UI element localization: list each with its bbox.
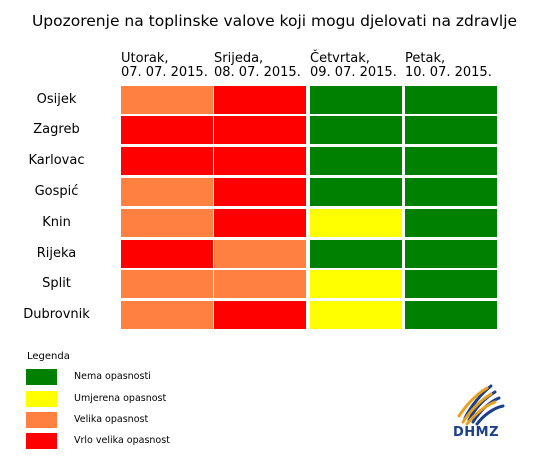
warning-cell bbox=[405, 209, 497, 237]
column-header: Petak, 10. 07. 2015. bbox=[405, 52, 499, 80]
city-label: Knin bbox=[42, 215, 71, 230]
warning-cell bbox=[214, 147, 306, 175]
city-label: Rijeka bbox=[36, 246, 77, 261]
city-label: Dubrovnik bbox=[23, 307, 90, 322]
legend-title: Legenda bbox=[27, 351, 70, 362]
warning-cell bbox=[214, 270, 306, 298]
warning-cell bbox=[121, 116, 213, 144]
warning-cell bbox=[310, 178, 402, 206]
warning-cell bbox=[310, 147, 402, 175]
column-day: Četvrtak, bbox=[310, 51, 370, 66]
warning-cell bbox=[405, 86, 497, 114]
city-label: Zagreb bbox=[33, 122, 80, 137]
warning-cell bbox=[214, 86, 306, 114]
column-day: Utorak, bbox=[121, 51, 169, 66]
warning-cell bbox=[214, 178, 306, 206]
legend-label: Velika opasnost bbox=[74, 414, 149, 425]
warning-cell bbox=[121, 270, 213, 298]
warning-cell bbox=[310, 86, 402, 114]
warning-cell bbox=[121, 209, 213, 237]
warning-cell bbox=[121, 86, 213, 114]
warning-cell bbox=[310, 301, 402, 329]
warning-cell bbox=[214, 209, 306, 237]
column-date: 07. 07. 2015. bbox=[121, 65, 208, 80]
city-label: Karlovac bbox=[28, 153, 85, 168]
column-header: Četvrtak, 09. 07. 2015. bbox=[310, 52, 404, 80]
page-title: Upozorenje na toplinske valove koji mogu… bbox=[31, 12, 518, 30]
column-header: Utorak, 07. 07. 2015. bbox=[121, 52, 215, 80]
warning-cell bbox=[405, 270, 497, 298]
city-label: Gospić bbox=[34, 184, 79, 199]
column-date: 10. 07. 2015. bbox=[405, 65, 492, 80]
legend-label: Nema opasnosti bbox=[74, 371, 151, 382]
column-day: Petak, bbox=[405, 51, 446, 66]
legend-label: Vrlo velika opasnost bbox=[74, 435, 170, 446]
warning-cell bbox=[405, 147, 497, 175]
warning-cell bbox=[405, 301, 497, 329]
column-date: 08. 07. 2015. bbox=[214, 65, 301, 80]
warning-cell bbox=[310, 240, 402, 268]
column-date: 09. 07. 2015. bbox=[310, 65, 397, 80]
warning-cell bbox=[405, 240, 497, 268]
legend-swatch bbox=[26, 433, 57, 449]
warning-cell bbox=[310, 116, 402, 144]
legend-swatch bbox=[26, 369, 57, 385]
warning-cell bbox=[310, 270, 402, 298]
city-label: Split bbox=[42, 276, 71, 291]
warning-cell bbox=[214, 301, 306, 329]
warning-cell bbox=[121, 301, 213, 329]
warning-cell bbox=[405, 178, 497, 206]
column-header: Srijeda, 08. 07. 2015. bbox=[214, 52, 308, 80]
warning-cell bbox=[310, 209, 402, 237]
legend-swatch bbox=[26, 391, 57, 407]
city-label: Osijek bbox=[36, 92, 77, 107]
dhmz-logo-icon bbox=[457, 384, 505, 426]
legend-swatch bbox=[26, 412, 57, 428]
dhmz-logo-text: DHMZ bbox=[453, 425, 500, 440]
warning-cell bbox=[121, 178, 213, 206]
warning-cell bbox=[405, 116, 497, 144]
legend-label: Umjerena opasnost bbox=[74, 393, 167, 404]
column-day: Srijeda, bbox=[214, 51, 264, 66]
warning-cell bbox=[214, 240, 306, 268]
warning-cell bbox=[121, 240, 213, 268]
warning-cell bbox=[121, 147, 213, 175]
warning-cell bbox=[214, 116, 306, 144]
